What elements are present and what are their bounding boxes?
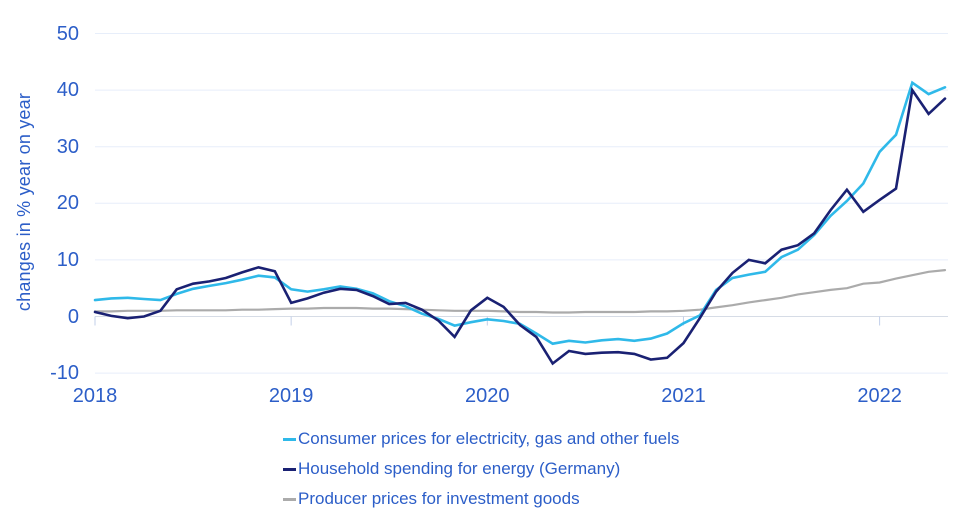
y-tick-label: 10 bbox=[56, 248, 79, 271]
y-tick-label: 20 bbox=[56, 192, 79, 215]
household-spending-line bbox=[93, 86, 947, 366]
legend-item-consumer-prices: Consumer prices for electricity, gas and… bbox=[283, 428, 679, 450]
legend: Consumer prices for electricity, gas and… bbox=[283, 428, 679, 518]
producer-prices-line bbox=[93, 269, 947, 314]
y-tick-label: 40 bbox=[56, 79, 79, 102]
legend-label-consumer-prices: Consumer prices for electricity, gas and… bbox=[298, 429, 680, 448]
y-tick-label: 50 bbox=[56, 22, 79, 45]
consumer-prices-line bbox=[93, 80, 947, 346]
legend-label-household-spending: Household spending for energy (Germany) bbox=[298, 459, 621, 478]
legend-dash-icon bbox=[283, 467, 296, 471]
x-tick-label: 2021 bbox=[661, 385, 706, 407]
y-tick-label: 30 bbox=[56, 135, 79, 158]
y-tick-label: 0 bbox=[67, 305, 79, 328]
y-tick-label: -10 bbox=[50, 362, 79, 385]
legend-dash-icon bbox=[283, 437, 296, 441]
x-tick-label: 2022 bbox=[857, 385, 902, 407]
x-tick-label: 2019 bbox=[268, 385, 314, 407]
legend-dash-icon bbox=[283, 497, 296, 501]
x-tick-label: 2018 bbox=[72, 385, 118, 407]
legend-label-producer-prices: Producer prices for investment goods bbox=[298, 489, 580, 508]
legend-item-producer-prices: Producer prices for investment goods bbox=[283, 488, 679, 510]
legend-item-household-spending: Household spending for energy (Germany) bbox=[283, 458, 679, 480]
x-tick-label: 2020 bbox=[465, 385, 510, 407]
